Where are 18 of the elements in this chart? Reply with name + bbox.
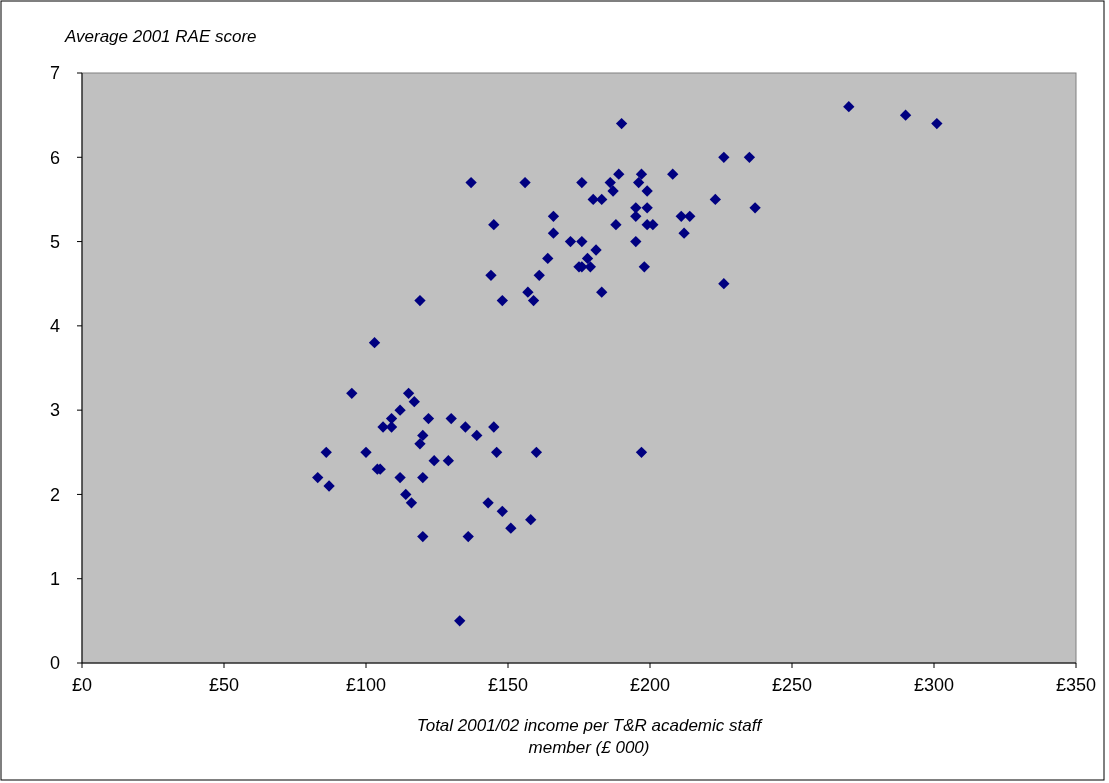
x-tick-label: £200 (629, 675, 671, 695)
y-tick-label: 3 (49, 400, 60, 421)
x-tick-label: £350 (1055, 675, 1097, 695)
y-tick-label: 6 (49, 147, 60, 168)
y-tick-label: 0 (49, 653, 60, 674)
x-tick-label: £250 (771, 675, 813, 695)
x-tick-label: £300 (913, 675, 955, 695)
y-tick-label: 7 (49, 63, 60, 84)
x-tick-label: £100 (345, 675, 387, 695)
y-tick-label: 2 (49, 484, 60, 505)
x-tick-label: £0 (71, 675, 93, 695)
y-tick-label: 5 (49, 231, 60, 252)
y-tick-label: 4 (49, 316, 60, 337)
y-tick-label: 1 (49, 569, 60, 590)
x-tick-label: £50 (208, 675, 240, 695)
x-axis-title: Total 2001/02 income per T&R academic staff member (£ 000) (416, 716, 764, 757)
y-axis-title: Average 2001 RAE score (64, 27, 257, 46)
x-tick-label: £150 (487, 675, 529, 695)
